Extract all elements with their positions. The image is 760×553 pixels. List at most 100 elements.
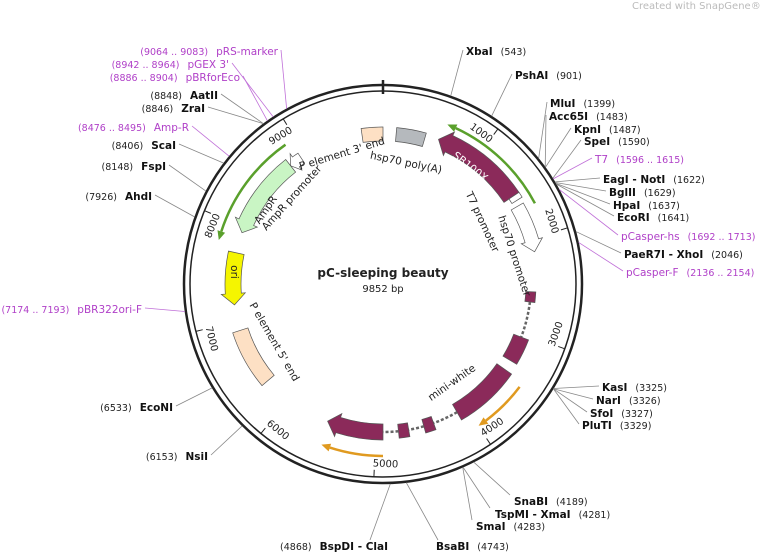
dashed-link — [433, 411, 458, 425]
site-location: (1629) — [644, 188, 676, 199]
feature-shape — [524, 291, 537, 303]
site-name: pCasper-F — [626, 267, 679, 279]
leader-line — [405, 482, 439, 541]
site-name: FspI — [141, 161, 166, 173]
feature-label: ori — [228, 265, 240, 279]
site-label: (8886 .. 8904) pBRforEco — [110, 72, 240, 84]
site-name: SmaI — [476, 521, 506, 533]
site-name: KpnI — [574, 124, 601, 136]
leader-line — [462, 467, 473, 521]
site-label: (8148) FspI — [102, 161, 166, 173]
feature-shape — [234, 159, 297, 234]
leader-line — [462, 467, 491, 509]
leader-line — [555, 183, 611, 205]
leader-line — [175, 387, 213, 407]
scale-tick — [195, 329, 203, 332]
site-label: BsaBI (4743) — [436, 541, 509, 553]
site-name: Amp-R — [154, 122, 189, 134]
leader-line — [556, 183, 615, 217]
site-label: SmaI (4283) — [476, 521, 545, 533]
site-location: (7174 .. 7193) — [1, 305, 69, 316]
site-label: SnaBI (4189) — [514, 496, 588, 508]
site-label: T7 (1596 .. 1615) — [594, 154, 684, 166]
feature-shape — [438, 131, 520, 203]
leader-line — [544, 114, 547, 168]
site-label: pCasper-F (2136 .. 2154) — [626, 267, 754, 279]
site-location: (8886 .. 8904) — [110, 73, 178, 84]
leader-line — [369, 483, 391, 541]
primer-line — [455, 126, 537, 204]
leader-line — [575, 231, 622, 254]
site-location: (4868) — [280, 542, 312, 553]
site-label: EagI - NotI (1622) — [603, 174, 705, 186]
scale-tick — [493, 128, 499, 135]
feature-shape — [452, 363, 513, 421]
site-location: (4283) — [514, 522, 546, 533]
site-label: HpaI (1637) — [613, 200, 680, 212]
leader-line — [220, 93, 264, 124]
leader-line — [242, 75, 268, 121]
site-name: pCasper-hs — [621, 231, 680, 243]
site-label: KasI (3325) — [602, 382, 667, 394]
leader-line — [178, 143, 224, 164]
site-label: (8406) ScaI — [112, 140, 176, 152]
site-name: pRS-marker — [216, 46, 279, 58]
site-label: (8848) AatII — [150, 90, 218, 102]
watermark: Created with SnapGene® — [632, 1, 760, 12]
scale-label: 3000 — [547, 320, 566, 348]
site-name: PluTI — [582, 420, 612, 432]
feature-shape — [327, 412, 384, 441]
site-name: NsiI — [185, 451, 208, 463]
site-label: (7926) AhdI — [85, 191, 152, 203]
site-location: (8406) — [112, 141, 144, 152]
leader-line — [578, 242, 624, 272]
site-location: (1487) — [609, 125, 641, 136]
site-label: PaeR7I - XhoI (2046) — [624, 249, 743, 261]
feature-shape — [502, 333, 530, 365]
feature-label: hsp70 poly(A) — [369, 150, 443, 177]
leader-line — [553, 388, 588, 413]
site-name: MluI — [550, 98, 575, 110]
site-name: SfoI — [590, 408, 613, 420]
site-label: (8846) ZraI — [142, 103, 205, 115]
feature-shape — [397, 422, 411, 439]
site-name: TspMI - XmaI — [495, 509, 571, 521]
scale-tick — [260, 427, 266, 434]
leader-line — [553, 385, 600, 389]
site-label: NarI (3326) — [596, 395, 661, 407]
site-name: EcoNI — [140, 402, 173, 414]
site-label: SpeI (1590) — [584, 136, 650, 148]
site-location: (1637) — [648, 201, 680, 212]
site-location: (3329) — [620, 421, 652, 432]
site-location: (8476 .. 8495) — [78, 123, 146, 134]
primer-head — [217, 230, 226, 240]
site-location: (3325) — [635, 383, 667, 394]
site-location: (6533) — [100, 403, 132, 414]
site-name: EcoRI — [617, 212, 650, 224]
site-name: EagI - NotI — [603, 174, 665, 186]
site-name: BglII — [609, 187, 636, 199]
feature-shape — [395, 127, 427, 147]
scale-tick — [282, 118, 288, 126]
site-location: (901) — [556, 71, 582, 82]
leader-line — [552, 139, 582, 179]
site-location: (2136 .. 2154) — [687, 268, 755, 279]
scale-label: 9000 — [267, 125, 294, 148]
site-location: (3327) — [621, 409, 653, 420]
site-name: SpeI — [584, 136, 610, 148]
leader-line — [168, 164, 207, 192]
primer-line — [485, 386, 521, 422]
site-name: BspDI - ClaI — [320, 541, 388, 553]
site-name: KasI — [602, 382, 627, 394]
feature-shape — [510, 202, 544, 253]
site-name: BsaBI — [436, 541, 469, 553]
leader-line — [554, 177, 601, 183]
scale-tick — [560, 227, 568, 231]
site-name: PaeR7I - XhoI — [624, 249, 703, 261]
site-location: (1641) — [658, 213, 690, 224]
feature-shape — [360, 126, 384, 143]
leader-line — [191, 125, 230, 157]
leader-line — [545, 127, 572, 168]
site-label: PluTI (3329) — [582, 420, 651, 432]
map-length: 9852 bp — [362, 284, 403, 295]
